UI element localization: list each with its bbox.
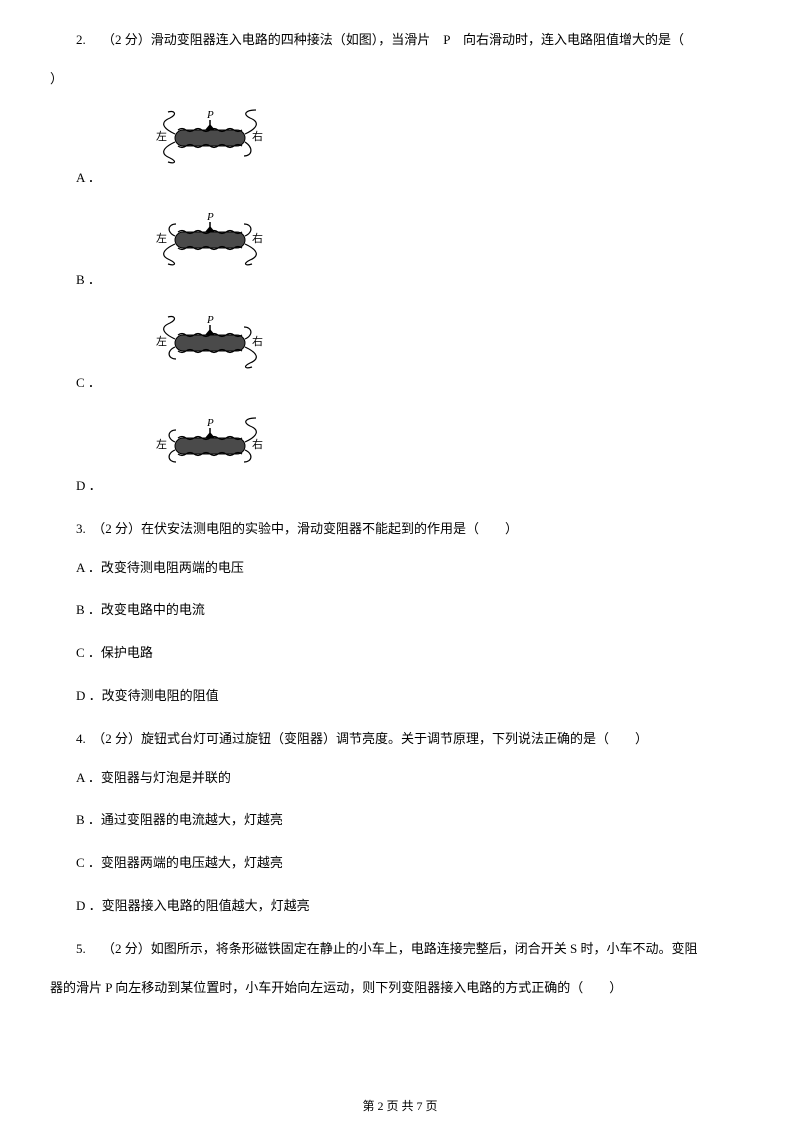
q5-stem-a: （2 分）如图所示，将条形磁铁固定在静止的小车上，电路连接完整后，闭合开关 S … — [86, 941, 698, 956]
q2-optC-diagram: P 左 右 — [150, 313, 750, 369]
label-p: P — [206, 211, 214, 223]
q3-number: 3. — [76, 521, 86, 536]
q3-optC: C ．保护电路 — [50, 643, 750, 664]
q3-optA: A ．改变待测电阻两端的电压 — [50, 558, 750, 579]
q3-optD: D ．改变待测电阻的阻值 — [50, 686, 750, 707]
q5-stem-line1: 5. （2 分）如图所示，将条形磁铁固定在静止的小车上，电路连接完整后，闭合开关… — [50, 939, 750, 960]
q4-optA: A ．变阻器与灯泡是并联的 — [50, 768, 750, 789]
label-p: P — [206, 109, 214, 121]
label-left: 左 — [156, 438, 167, 451]
q2-optD-diagram: P 左 右 — [150, 416, 750, 472]
label-right: 右 — [252, 129, 263, 143]
label-right: 右 — [252, 334, 263, 348]
label-left: 左 — [156, 232, 167, 245]
q2-optA-diagram: P 左 右 — [150, 108, 750, 164]
label-left: 左 — [156, 335, 167, 348]
page-footer: 第 2 页 共 7 页 — [0, 1097, 800, 1114]
q2-optB-diagram: P 左 右 — [150, 210, 750, 266]
q2-stem-line2: ） — [50, 69, 750, 90]
q4-stem-text: （2 分）旋钮式台灯可通过旋钮（变阻器）调节亮度。关于调节原理，下列说法正确的是… — [86, 731, 648, 746]
label-right: 右 — [252, 437, 263, 451]
q4-optC: C ．变阻器两端的电压越大，灯越亮 — [50, 853, 750, 874]
q5-stem-line2: 器的滑片 P 向左移动到某位置时，小车开始向左运动，则下列变阻器接入电路的方式正… — [50, 978, 750, 999]
q2-number: 2. — [76, 32, 86, 47]
q3-stem: 3. （2 分）在伏安法测电阻的实验中，滑动变阻器不能起到的作用是（ ） — [50, 519, 750, 540]
q3-stem-text: （2 分）在伏安法测电阻的实验中，滑动变阻器不能起到的作用是（ ） — [86, 521, 518, 536]
q4-number: 4. — [76, 731, 86, 746]
q2-stem-line1: 2. （2 分）滑动变阻器连入电路的四种接法（如图），当滑片 P 向右滑动时，连… — [50, 30, 750, 51]
label-p: P — [206, 314, 214, 326]
q2-stem-a: （2 分）滑动变阻器连入电路的四种接法（如图），当滑片 P 向右滑动时，连入电路… — [86, 32, 684, 47]
q3-optB: B ．改变电路中的电流 — [50, 600, 750, 621]
footer-text: 第 2 页 共 7 页 — [362, 1099, 437, 1113]
q2-optB-label: B ． — [50, 270, 750, 291]
label-p: P — [206, 417, 214, 429]
q4-stem: 4. （2 分）旋钮式台灯可通过旋钮（变阻器）调节亮度。关于调节原理，下列说法正… — [50, 729, 750, 750]
label-left: 左 — [156, 130, 167, 143]
q5-number: 5. — [76, 941, 86, 956]
label-right: 右 — [252, 231, 263, 245]
q2-optC-label: C ． — [50, 373, 750, 394]
q2-optD-label: D ． — [50, 476, 750, 497]
q2-optA-label: A ． — [50, 168, 750, 189]
q4-optB: B ．通过变阻器的电流越大，灯越亮 — [50, 810, 750, 831]
q4-optD: D ．变阻器接入电路的阻值越大，灯越亮 — [50, 896, 750, 917]
